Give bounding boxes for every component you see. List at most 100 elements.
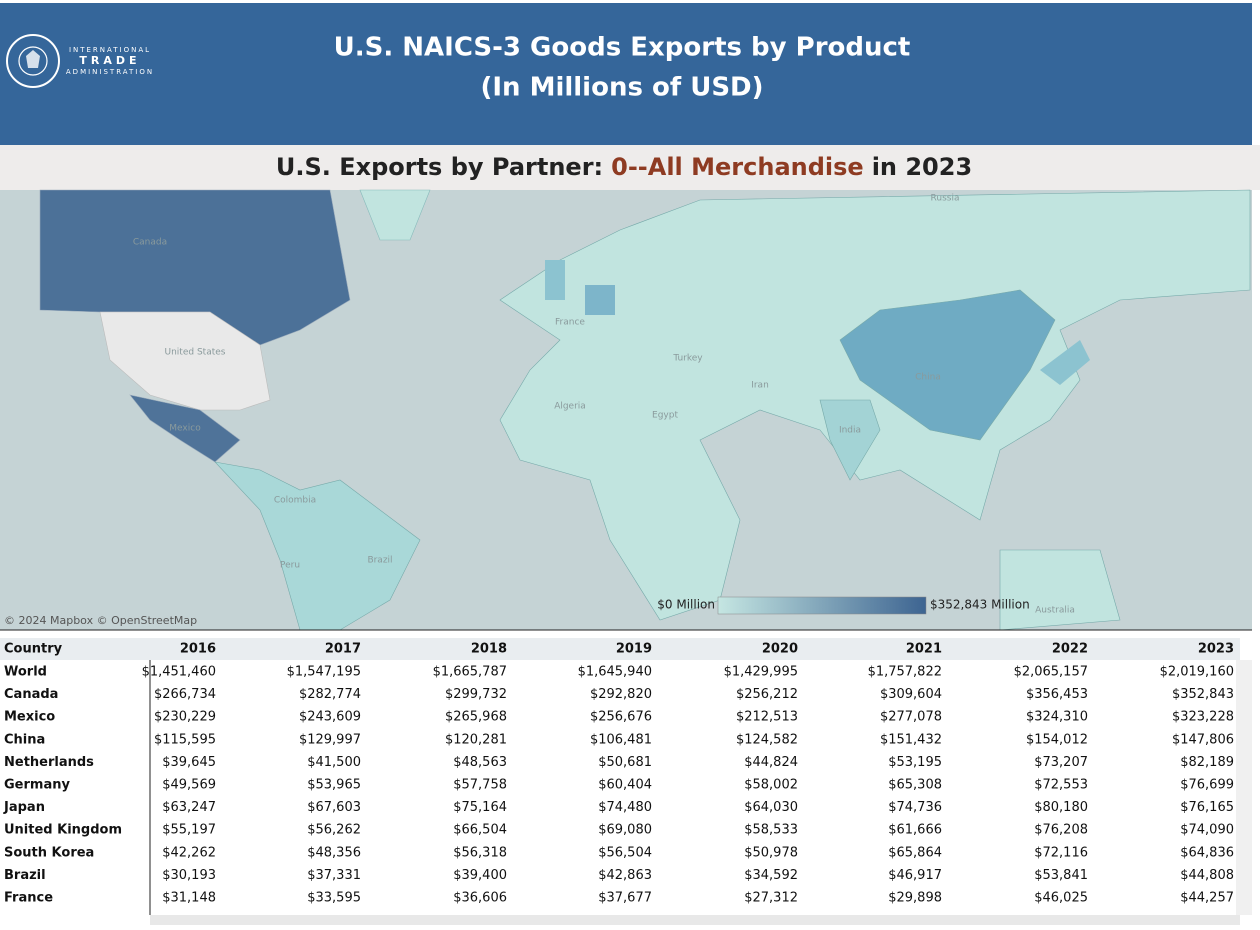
- value-cell: $66,504: [453, 823, 507, 838]
- logo-text: ADMINISTRATION: [66, 68, 154, 76]
- map-label: United States: [165, 348, 226, 358]
- map: [0, 189, 1252, 631]
- value-cell: $33,595: [307, 891, 361, 906]
- value-cell: $65,308: [888, 778, 942, 793]
- scrollbar[interactable]: [150, 915, 1240, 925]
- value-cell: $64,030: [744, 800, 798, 815]
- value-cell: $129,997: [299, 732, 361, 747]
- value-cell: $299,732: [445, 687, 507, 702]
- map-label: Egypt: [652, 411, 678, 421]
- value-cell: $76,208: [1034, 823, 1088, 838]
- country-cell: Mexico: [4, 710, 55, 725]
- value-cell: $356,453: [1026, 687, 1088, 702]
- value-cell: $50,681: [598, 755, 652, 770]
- map-attribution: © 2024 Mapbox © OpenStreetMap: [4, 614, 197, 627]
- value-cell: $292,820: [590, 687, 652, 702]
- column-header: 2017: [325, 642, 361, 657]
- value-cell: $53,195: [888, 755, 942, 770]
- value-cell: $76,699: [1180, 778, 1234, 793]
- value-cell: $36,606: [453, 891, 507, 906]
- map-label: Russia: [931, 194, 960, 204]
- value-cell: $42,863: [598, 868, 652, 883]
- value-cell: $256,676: [590, 710, 652, 725]
- value-cell: $265,968: [445, 710, 507, 725]
- value-cell: $243,609: [299, 710, 361, 725]
- value-cell: $230,229: [154, 710, 216, 725]
- country-cell: Brazil: [4, 868, 46, 883]
- map-label: Brazil: [367, 556, 392, 566]
- value-cell: $74,736: [888, 800, 942, 815]
- value-cell: $65,864: [888, 845, 942, 860]
- value-cell: $30,193: [162, 868, 216, 883]
- value-cell: $106,481: [590, 732, 652, 747]
- value-cell: $56,262: [307, 823, 361, 838]
- map-label: Colombia: [274, 496, 316, 506]
- subtitle-product: 0--All Merchandise: [611, 153, 864, 181]
- legend-gradient: [717, 596, 927, 615]
- value-cell: $37,331: [307, 868, 361, 883]
- value-cell: $55,197: [162, 823, 216, 838]
- value-cell: $67,603: [307, 800, 361, 815]
- logo: INTERNATIONAL TRADE ADMINISTRATION: [6, 34, 154, 88]
- value-cell: $37,677: [598, 891, 652, 906]
- value-cell: $42,262: [162, 845, 216, 860]
- value-cell: $46,025: [1034, 891, 1088, 906]
- value-cell: $56,504: [598, 845, 652, 860]
- value-cell: $256,212: [736, 687, 798, 702]
- value-cell: $73,207: [1034, 755, 1088, 770]
- logo-text: TRADE: [79, 54, 140, 67]
- map-label: Australia: [1035, 606, 1075, 616]
- value-cell: $115,595: [154, 732, 216, 747]
- subtitle: U.S. Exports by Partner: 0--All Merchandi…: [276, 153, 972, 181]
- value-cell: $31,148: [162, 891, 216, 906]
- value-cell: $324,310: [1026, 710, 1088, 725]
- value-cell: $44,808: [1180, 868, 1234, 883]
- value-cell: $266,734: [154, 687, 216, 702]
- country-cell: China: [4, 732, 45, 747]
- map-label: India: [839, 426, 861, 436]
- value-cell: $69,080: [598, 823, 652, 838]
- value-cell: $44,824: [744, 755, 798, 770]
- value-cell: $80,180: [1034, 800, 1088, 815]
- value-cell: $39,645: [162, 755, 216, 770]
- value-cell: $2,019,160: [1160, 665, 1234, 680]
- value-cell: $56,318: [453, 845, 507, 860]
- column-header: 2023: [1198, 642, 1234, 657]
- map-label: Algeria: [554, 402, 586, 412]
- value-cell: $74,480: [598, 800, 652, 815]
- value-cell: $151,432: [880, 732, 942, 747]
- value-cell: $48,356: [307, 845, 361, 860]
- country-cell: France: [4, 891, 53, 906]
- value-cell: $57,758: [453, 778, 507, 793]
- value-cell: $27,312: [744, 891, 798, 906]
- value-cell: $48,563: [453, 755, 507, 770]
- value-cell: $212,513: [736, 710, 798, 725]
- map-label: Iran: [751, 381, 769, 391]
- country-cell: United Kingdom: [4, 823, 122, 838]
- value-cell: $61,666: [888, 823, 942, 838]
- value-cell: $50,978: [744, 845, 798, 860]
- value-cell: $63,247: [162, 800, 216, 815]
- value-cell: $1,547,195: [287, 665, 361, 680]
- value-cell: $1,665,787: [433, 665, 507, 680]
- column-header: 2018: [471, 642, 507, 657]
- value-cell: $41,500: [307, 755, 361, 770]
- value-cell: $277,078: [880, 710, 942, 725]
- subtitle-bar: [0, 145, 1260, 190]
- map-label: Mexico: [169, 424, 201, 434]
- value-cell: $323,228: [1172, 710, 1234, 725]
- subtitle-suffix: in 2023: [872, 153, 972, 181]
- column-header: 2019: [616, 642, 652, 657]
- value-cell: $1,757,822: [868, 665, 942, 680]
- value-cell: $34,592: [744, 868, 798, 883]
- map-label: Peru: [280, 561, 300, 571]
- value-cell: $60,404: [598, 778, 652, 793]
- value-cell: $53,965: [307, 778, 361, 793]
- column-header: 2021: [906, 642, 942, 657]
- value-cell: $39,400: [453, 868, 507, 883]
- scrollbar[interactable]: [1236, 660, 1252, 915]
- value-cell: $2,065,157: [1014, 665, 1088, 680]
- value-cell: $44,257: [1180, 891, 1234, 906]
- title: (In Millions of USD): [480, 73, 763, 103]
- value-cell: $75,164: [453, 800, 507, 815]
